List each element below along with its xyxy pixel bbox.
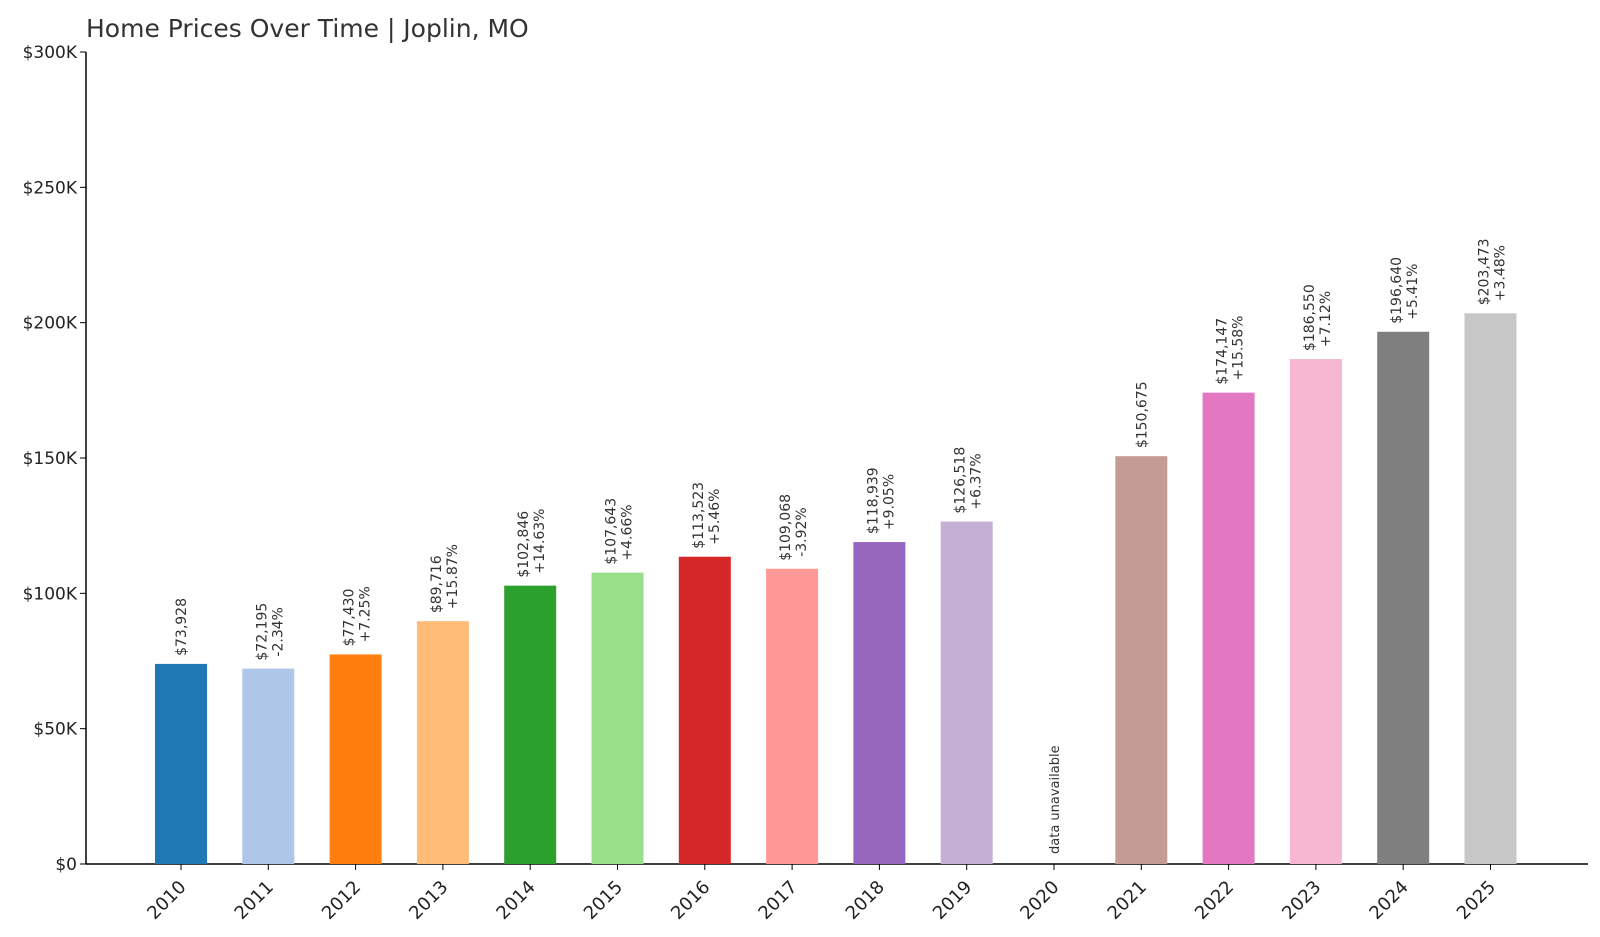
bar <box>1202 392 1255 864</box>
value-label: $150,675 <box>1134 381 1150 448</box>
value-label: $186,550 <box>1302 284 1318 351</box>
x-tick-label: 2021 <box>1104 877 1151 924</box>
y-tick-label: $100K <box>23 584 78 604</box>
x-tick-label: 2018 <box>842 877 889 924</box>
change-label: -2.34% <box>270 607 286 657</box>
bar <box>1377 331 1430 864</box>
bar <box>155 663 207 864</box>
change-label: +14.63% <box>532 509 548 574</box>
change-label: +15.87% <box>445 544 461 609</box>
change-label: +9.05% <box>881 474 897 530</box>
y-tick-label: $250K <box>23 178 78 198</box>
value-label: $203,473 <box>1477 238 1493 305</box>
bar <box>1464 313 1517 864</box>
bar <box>504 585 557 864</box>
x-tick-label: 2019 <box>929 877 976 924</box>
value-label: $89,716 <box>429 555 445 613</box>
x-tick-label: 2022 <box>1191 877 1238 924</box>
x-tick-label: 2015 <box>580 877 627 924</box>
x-tick-label: 2020 <box>1016 877 1063 924</box>
bar <box>1289 359 1342 864</box>
x-tick-label: 2025 <box>1453 877 1500 924</box>
bar <box>678 556 731 864</box>
bar <box>416 621 469 864</box>
y-tick-label: $150K <box>23 449 78 469</box>
bar <box>940 521 993 864</box>
y-tick-label: $300K <box>23 43 78 63</box>
value-label: $73,928 <box>174 598 190 656</box>
x-tick-label: 2014 <box>492 877 539 924</box>
value-label: $72,195 <box>254 603 270 661</box>
change-label: +7.25% <box>358 586 374 642</box>
change-label: +3.48% <box>1493 245 1509 301</box>
value-label: $113,523 <box>691 482 707 549</box>
chart-title: Home Prices Over Time | Joplin, MO <box>86 14 529 43</box>
x-tick-label: 2012 <box>318 877 365 924</box>
x-tick-label: 2013 <box>405 877 452 924</box>
x-tick-label: 2010 <box>143 877 190 924</box>
bar <box>1115 456 1168 864</box>
value-label: $174,147 <box>1215 318 1231 385</box>
value-label: $102,846 <box>516 511 532 578</box>
bar <box>853 542 906 864</box>
change-label: -3.92% <box>794 507 810 557</box>
x-tick-label: 2023 <box>1278 877 1325 924</box>
change-label: +4.66% <box>620 504 636 560</box>
bar <box>329 654 382 864</box>
value-label: $126,518 <box>953 447 969 514</box>
bar <box>766 568 819 864</box>
x-tick-label: 2011 <box>231 877 278 924</box>
x-tick-label: 2016 <box>667 877 714 924</box>
change-label: +7.12% <box>1318 291 1334 347</box>
value-label: $77,430 <box>342 589 358 647</box>
missing-data-label: data unavailable <box>1048 745 1063 854</box>
value-label: $109,068 <box>778 494 794 561</box>
y-tick-label: $50K <box>33 720 77 740</box>
value-label: $196,640 <box>1389 257 1405 324</box>
bar <box>591 572 644 864</box>
x-tick-label: 2024 <box>1365 877 1412 924</box>
x-tick-label: 2017 <box>754 877 801 924</box>
change-label: +15.58% <box>1231 316 1247 381</box>
bar <box>242 668 295 864</box>
change-label: +5.46% <box>707 489 723 545</box>
change-label: +6.37% <box>969 453 985 509</box>
change-label: +5.41% <box>1405 264 1421 320</box>
value-label: $118,939 <box>865 467 881 534</box>
value-label: $107,643 <box>604 498 620 565</box>
y-tick-label: $200K <box>23 314 78 334</box>
y-tick-label: $0 <box>55 855 77 875</box>
